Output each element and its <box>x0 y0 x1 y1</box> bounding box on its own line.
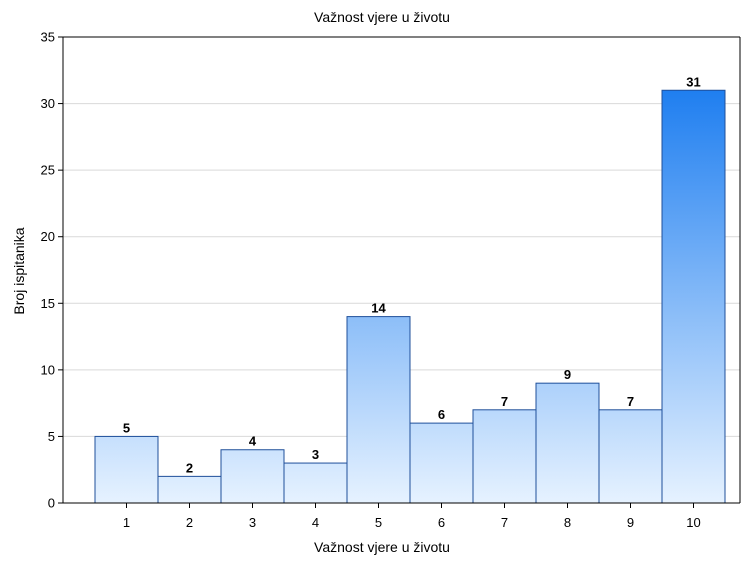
axes <box>62 36 741 504</box>
y-tick-label-30: 30 <box>41 96 55 111</box>
y-tick-label-20: 20 <box>41 229 55 244</box>
bar-8 <box>535 382 600 504</box>
x-axis-ticks: 1 2 3 4 5 6 7 8 9 10 <box>123 503 701 530</box>
bar-10 <box>661 89 726 504</box>
bars <box>94 89 726 504</box>
data-label-7: 7 <box>501 394 508 409</box>
bar-5 <box>346 316 411 504</box>
data-label-2: 2 <box>186 460 193 475</box>
y-tick-label-35: 35 <box>41 30 55 45</box>
y-tick-label-5: 5 <box>48 429 55 444</box>
bar-2 <box>157 475 222 504</box>
data-label-8: 9 <box>564 367 571 382</box>
x-tick-label-7: 7 <box>501 515 508 530</box>
bar-1 <box>94 435 159 504</box>
data-label-6: 6 <box>438 407 445 422</box>
x-tick-label-9: 9 <box>627 515 634 530</box>
x-tick-label-1: 1 <box>123 515 130 530</box>
data-label-5: 14 <box>371 301 386 316</box>
x-tick-label-2: 2 <box>186 515 193 530</box>
y-tick-label-10: 10 <box>41 362 55 377</box>
x-tick-label-4: 4 <box>312 515 319 530</box>
y-axis-ticks: 0 5 10 15 20 25 30 35 <box>41 30 63 511</box>
data-label-10: 31 <box>686 74 700 89</box>
y-tick-label-0: 0 <box>48 496 55 511</box>
bar-7 <box>472 409 537 504</box>
x-tick-label-5: 5 <box>375 515 382 530</box>
x-tick-label-8: 8 <box>564 515 571 530</box>
data-label-9: 7 <box>627 394 634 409</box>
chart-title: Važnost vjere u životu <box>314 9 450 25</box>
bar-4 <box>283 462 348 504</box>
data-labels: 5 2 4 3 14 6 7 9 7 31 <box>123 74 701 475</box>
x-tick-label-6: 6 <box>438 515 445 530</box>
data-label-1: 5 <box>123 420 130 435</box>
data-label-4: 3 <box>312 447 319 462</box>
bar-9 <box>598 409 663 504</box>
bar-6 <box>409 422 474 504</box>
y-axis-label: Broj ispitanika <box>11 227 27 314</box>
data-label-3: 4 <box>249 434 257 449</box>
x-tick-label-3: 3 <box>249 515 256 530</box>
bar-3 <box>220 449 285 504</box>
y-tick-label-25: 25 <box>41 163 55 178</box>
y-tick-label-15: 15 <box>41 296 55 311</box>
x-tick-label-10: 10 <box>686 515 700 530</box>
x-axis-label: Važnost vjere u životu <box>314 539 450 555</box>
